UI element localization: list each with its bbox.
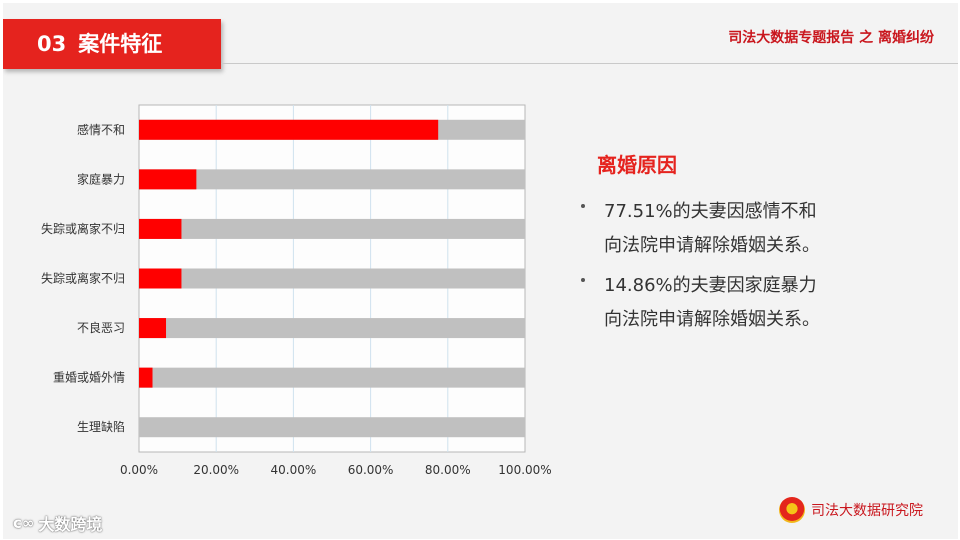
category-label: 感情不和 bbox=[77, 122, 125, 137]
bar-track bbox=[139, 268, 525, 289]
court-emblem-icon bbox=[779, 497, 805, 523]
bar bbox=[139, 367, 153, 388]
reason-line: 14.86%的夫妻因家庭暴力 bbox=[604, 275, 817, 296]
category-label: 重婚或婚外情 bbox=[53, 371, 125, 385]
bar bbox=[139, 218, 182, 239]
section-title: 案件特征 bbox=[78, 32, 163, 56]
x-tick-label: 60.00% bbox=[348, 463, 394, 477]
reason-line: 77.51%的夫妻因感情不和 bbox=[604, 201, 817, 222]
bar-track bbox=[139, 169, 525, 190]
reason-title: 离婚原因 bbox=[597, 153, 677, 177]
institute-brand: 司法大数据研究院 bbox=[779, 497, 923, 523]
section-tab: 03 案件特征 bbox=[3, 19, 221, 69]
reason-item: 14.86%的夫妻因家庭暴力 向法院申请解除婚姻关系。 bbox=[581, 269, 901, 337]
section-number: 03 bbox=[37, 32, 67, 56]
reason-item: 77.51%的夫妻因感情不和 向法院申请解除婚姻关系。 bbox=[581, 195, 901, 263]
bar-track bbox=[139, 218, 525, 239]
category-label: 失踪或离家不归 bbox=[41, 271, 125, 286]
institute-name: 司法大数据研究院 bbox=[811, 503, 923, 519]
reason-list: 77.51%的夫妻因感情不和 向法院申请解除婚姻关系。 14.86%的夫妻因家庭… bbox=[581, 195, 901, 343]
watermark: ᴄ∞ 大数跨境 bbox=[13, 511, 102, 535]
bar-track bbox=[139, 318, 525, 339]
bar bbox=[139, 268, 182, 289]
bar bbox=[139, 169, 197, 190]
x-tick-label: 0.00% bbox=[120, 463, 158, 477]
wechat-logo-icon: ᴄ∞ bbox=[13, 514, 35, 532]
bar bbox=[139, 318, 167, 339]
x-tick-label: 20.00% bbox=[193, 463, 239, 477]
category-label: 家庭暴力 bbox=[77, 171, 125, 186]
x-tick-label: 80.00% bbox=[425, 463, 471, 477]
bar-track bbox=[139, 417, 525, 438]
header-divider bbox=[221, 63, 958, 64]
bar-track bbox=[139, 367, 525, 388]
x-tick-label: 100.00% bbox=[498, 463, 551, 477]
category-label: 生理缺陷 bbox=[77, 419, 125, 434]
category-label: 失踪或离家不归 bbox=[41, 221, 125, 236]
bullet-dot-icon bbox=[581, 278, 585, 282]
bullet-dot-icon bbox=[581, 204, 585, 208]
report-title: 司法大数据专题报告 之 离婚纠纷 bbox=[728, 30, 934, 46]
reason-line: 向法院申请解除婚姻关系。 bbox=[604, 235, 820, 256]
x-tick-label: 40.00% bbox=[271, 463, 317, 477]
category-label: 不良恶习 bbox=[77, 320, 125, 335]
watermark-text: 大数跨境 bbox=[38, 515, 103, 534]
bar bbox=[139, 119, 439, 140]
reason-line: 向法院申请解除婚姻关系。 bbox=[604, 309, 820, 330]
